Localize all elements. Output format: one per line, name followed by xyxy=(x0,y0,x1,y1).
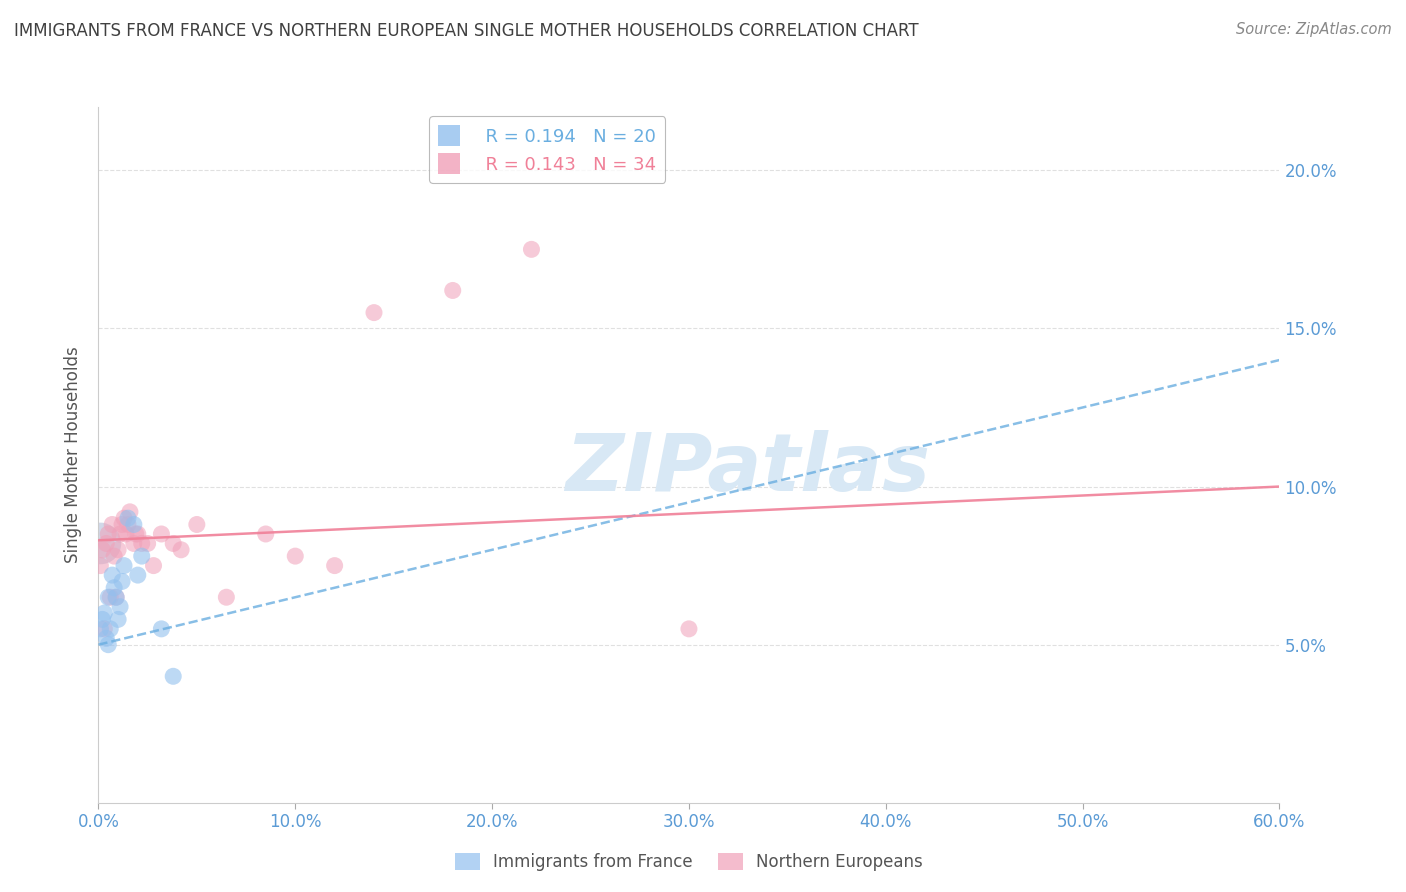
Point xyxy=(89,558,111,573)
Text: ZIPatlas: ZIPatlas xyxy=(565,430,931,508)
Point xyxy=(520,243,543,257)
Point xyxy=(150,622,173,636)
Point xyxy=(96,632,118,646)
Point xyxy=(131,536,153,550)
Point xyxy=(103,581,125,595)
Point xyxy=(284,549,307,563)
Point xyxy=(131,549,153,563)
Point xyxy=(215,591,238,605)
Point xyxy=(107,542,129,557)
Text: Source: ZipAtlas.com: Source: ZipAtlas.com xyxy=(1236,22,1392,37)
Point xyxy=(96,536,118,550)
Point xyxy=(125,527,148,541)
Point xyxy=(93,606,115,620)
Point xyxy=(115,527,138,541)
Point xyxy=(122,536,145,550)
Point xyxy=(89,622,111,636)
Point xyxy=(105,591,128,605)
Point xyxy=(111,517,134,532)
Point xyxy=(108,599,131,614)
Y-axis label: Single Mother Households: Single Mother Households xyxy=(65,347,83,563)
Point xyxy=(118,505,141,519)
Point xyxy=(323,558,346,573)
Point xyxy=(127,527,149,541)
Point xyxy=(103,549,125,563)
Point xyxy=(112,558,135,573)
Point xyxy=(162,536,184,550)
Point xyxy=(117,517,139,532)
Point xyxy=(93,622,115,636)
Point xyxy=(127,568,149,582)
Point xyxy=(112,511,135,525)
Point xyxy=(150,527,173,541)
Point xyxy=(142,558,165,573)
Point xyxy=(136,536,159,550)
Point xyxy=(111,574,134,589)
Point xyxy=(98,591,121,605)
Point xyxy=(162,669,184,683)
Point xyxy=(122,517,145,532)
Point xyxy=(170,542,193,557)
Point xyxy=(186,517,208,532)
Point xyxy=(117,511,139,525)
Point xyxy=(91,612,114,626)
Point xyxy=(91,542,114,557)
Point xyxy=(98,622,121,636)
Point xyxy=(97,591,120,605)
Point xyxy=(97,638,120,652)
Point xyxy=(254,527,277,541)
Point xyxy=(107,612,129,626)
Point xyxy=(441,284,464,298)
Point xyxy=(108,527,131,541)
Point xyxy=(89,536,111,550)
Text: IMMIGRANTS FROM FRANCE VS NORTHERN EUROPEAN SINGLE MOTHER HOUSEHOLDS CORRELATION: IMMIGRANTS FROM FRANCE VS NORTHERN EUROP… xyxy=(14,22,918,40)
Point xyxy=(97,527,120,541)
Point xyxy=(105,591,128,605)
Point xyxy=(678,622,700,636)
Point xyxy=(101,517,124,532)
Legend: Immigrants from France, Northern Europeans: Immigrants from France, Northern Europea… xyxy=(449,847,929,878)
Point xyxy=(101,568,124,582)
Point xyxy=(363,305,385,319)
